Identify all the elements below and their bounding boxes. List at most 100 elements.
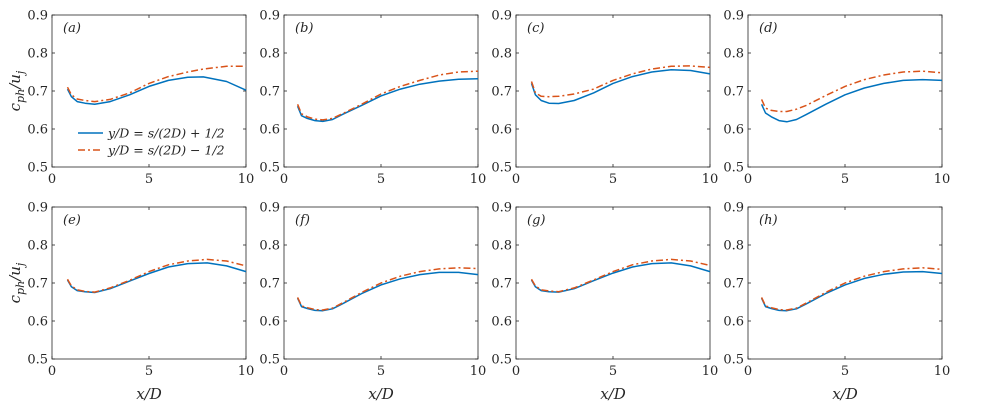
- series-line-plus: [296, 271, 479, 312]
- series-line-plus: [760, 270, 943, 312]
- panel-label: (g): [527, 213, 545, 228]
- series-line-minus: [296, 267, 479, 311]
- y-axis-title-subscript: ph: [14, 89, 27, 103]
- y-tick-label: 0.9: [259, 201, 280, 216]
- panel-label: (d): [759, 21, 777, 36]
- series-line-minus: [760, 70, 943, 113]
- y-tick-label: 0.9: [723, 201, 744, 216]
- y-tick-label: 0.5: [723, 161, 744, 176]
- y-tick-label: 0.6: [259, 123, 280, 138]
- panel-c: 0.5 0.6 0.7 0.8 0.9 0 5 10 (c): [491, 9, 718, 188]
- y-axis-title-subscript: j: [14, 70, 27, 77]
- panel-label: (e): [63, 213, 81, 228]
- y-tick-label: 0.6: [723, 315, 744, 330]
- x-axis-title: x/D: [832, 385, 858, 403]
- axes-box: [515, 14, 711, 168]
- x-tick-label: 10: [702, 364, 719, 379]
- y-tick-label: 0.6: [27, 315, 48, 330]
- x-tick-label: 0: [280, 172, 288, 187]
- y-tick-label: 0.9: [491, 9, 512, 24]
- y-tick-label: 0.7: [27, 277, 48, 292]
- x-tick-label: 10: [238, 172, 255, 187]
- y-tick-label: 0.7: [259, 85, 280, 100]
- panel-g: 0.5 0.6 0.7 0.8 0.9 0 5 10 (g): [491, 201, 718, 380]
- x-tick-label: 10: [934, 364, 951, 379]
- x-tick-label: 5: [377, 364, 385, 379]
- x-tick-label: 5: [841, 172, 849, 187]
- y-tick-label: 0.9: [27, 201, 48, 216]
- x-tick-label: 10: [702, 172, 719, 187]
- y-axis-title-part: /u: [6, 74, 24, 91]
- axes-box: [747, 14, 943, 168]
- series-line-plus: [296, 78, 479, 123]
- y-tick-label: 0.6: [491, 315, 512, 330]
- x-tick-label: 5: [609, 364, 617, 379]
- x-tick-label: 10: [470, 364, 487, 379]
- y-tick-label: 0.8: [723, 47, 744, 62]
- y-axis-title-part: /u: [6, 266, 24, 283]
- series-line-plus: [530, 262, 711, 293]
- y-axis-title-part: c: [6, 294, 24, 303]
- x-axis-title: x/D: [600, 385, 626, 403]
- y-tick-label: 0.5: [259, 353, 280, 368]
- x-tick-label: 5: [377, 172, 385, 187]
- legend-label: y/D = s/(2D) + 1/2: [107, 126, 225, 141]
- axes-box: [51, 14, 247, 168]
- legend: y/D = s/(2D) + 1/2 y/D = s/(2D) − 1/2: [78, 126, 225, 158]
- panel-b: 0.5 0.6 0.7 0.8 0.9 0 5 10 (b): [259, 9, 486, 188]
- x-tick-label: 5: [841, 364, 849, 379]
- y-tick-label: 0.6: [259, 315, 280, 330]
- y-tick-label: 0.7: [723, 277, 744, 292]
- panel-f: 0.5 0.6 0.7 0.8 0.9 0 5 10 (f): [259, 201, 486, 380]
- y-axis-title: cph/uj: [6, 70, 27, 111]
- panel-label: (f): [295, 213, 310, 228]
- y-tick-label: 0.6: [27, 123, 48, 138]
- y-tick-label: 0.9: [491, 201, 512, 216]
- series-line-minus: [530, 258, 711, 293]
- y-tick-label: 0.5: [259, 161, 280, 176]
- y-tick-label: 0.8: [27, 47, 48, 62]
- y-axis-title-subscript: ph: [14, 281, 27, 295]
- y-tick-label: 0.9: [259, 9, 280, 24]
- series-line-minus: [66, 258, 247, 293]
- x-tick-label: 0: [48, 364, 56, 379]
- y-tick-label: 0.8: [491, 47, 512, 62]
- panel-label: (c): [527, 21, 544, 36]
- panel-label: (b): [295, 21, 313, 36]
- axes-box: [51, 206, 247, 360]
- y-tick-label: 0.7: [259, 277, 280, 292]
- series-line-plus: [66, 76, 247, 106]
- panel-e: 0.5 0.6 0.7 0.8 0.9 0 5 10 (e): [27, 201, 254, 380]
- series-line-minus: [760, 267, 943, 311]
- y-tick-label: 0.6: [491, 123, 512, 138]
- y-tick-label: 0.8: [723, 239, 744, 254]
- x-tick-label: 0: [48, 172, 56, 187]
- y-tick-label: 0.8: [27, 239, 48, 254]
- x-axis-title: x/D: [368, 385, 394, 403]
- y-tick-label: 0.7: [27, 85, 48, 100]
- series-line-plus: [760, 78, 943, 123]
- y-tick-label: 0.7: [491, 85, 512, 100]
- x-tick-label: 0: [744, 364, 752, 379]
- series-line-minus: [296, 70, 479, 121]
- legend-label: y/D = s/(2D) − 1/2: [107, 143, 225, 158]
- y-axis-title: cph/uj: [6, 262, 27, 303]
- x-tick-label: 0: [512, 172, 520, 187]
- y-tick-label: 0.5: [723, 353, 744, 368]
- series-line-minus: [530, 65, 711, 98]
- panel-d: 0.5 0.6 0.7 0.8 0.9 0 5 10 (d): [723, 9, 950, 188]
- series-line-minus: [66, 65, 246, 103]
- y-tick-label: 0.5: [27, 161, 48, 176]
- x-tick-label: 0: [744, 172, 752, 187]
- y-tick-label: 0.6: [723, 123, 744, 138]
- y-tick-label: 0.5: [491, 161, 512, 176]
- axes-box: [283, 14, 479, 168]
- x-tick-label: 10: [238, 364, 255, 379]
- y-tick-label: 0.5: [491, 353, 512, 368]
- x-tick-label: 5: [609, 172, 617, 187]
- y-tick-label: 0.8: [259, 239, 280, 254]
- x-tick-label: 5: [145, 172, 153, 187]
- panel-h: 0.5 0.6 0.7 0.8 0.9 0 5 10 (h): [723, 201, 950, 380]
- y-tick-label: 0.9: [27, 9, 48, 24]
